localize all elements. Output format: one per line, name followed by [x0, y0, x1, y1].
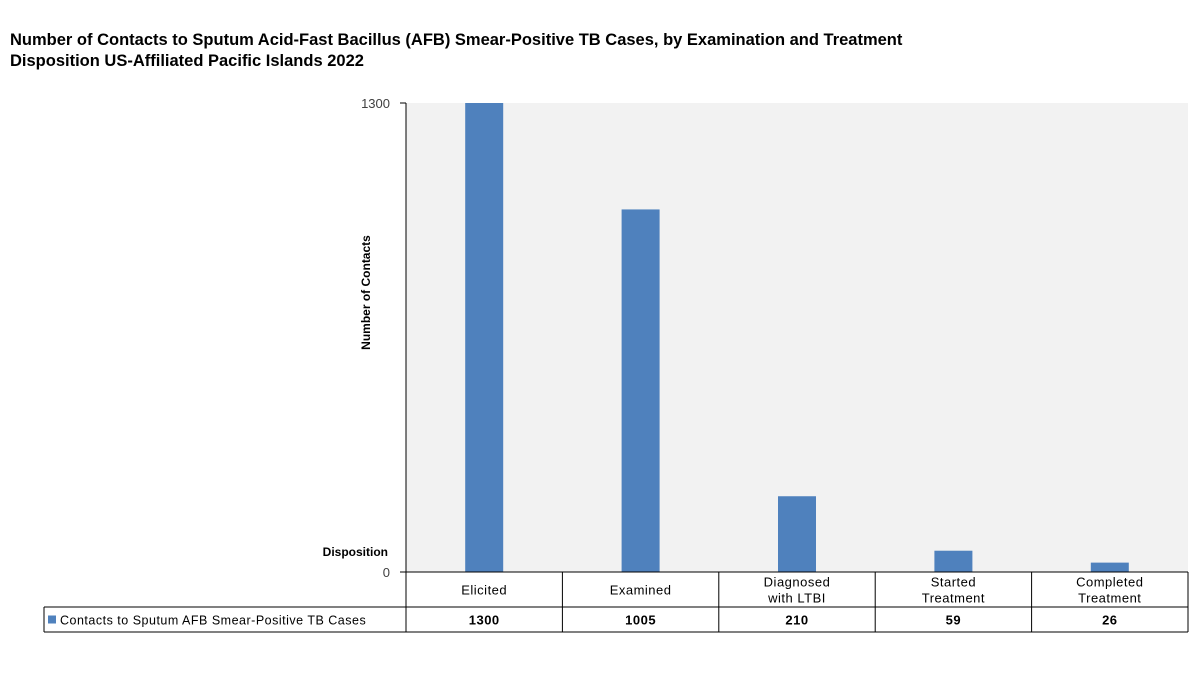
- category-label-2-line-1: with LTBI: [767, 591, 826, 606]
- category-label-2-line-0: Diagnosed: [764, 575, 831, 590]
- category-label-1-line-0: Examined: [610, 583, 672, 598]
- bar-3: [934, 550, 973, 572]
- value-label-0: 1300: [469, 613, 500, 628]
- bar-0: [465, 103, 504, 572]
- value-label-4: 26: [1102, 613, 1117, 628]
- y-axis-title: Number of Contacts: [359, 235, 373, 350]
- category-label-4-line-1: Treatment: [1078, 591, 1141, 606]
- bar-1: [621, 209, 660, 572]
- legend-label: Contacts to Sputum AFB Smear-Positive TB…: [60, 614, 366, 628]
- category-label-0-line-0: Elicited: [461, 583, 507, 598]
- value-label-3: 59: [946, 613, 961, 628]
- category-label-3-line-1: Treatment: [922, 591, 985, 606]
- plot-area: [406, 103, 1188, 572]
- y-tick-label-min: 0: [383, 565, 390, 580]
- category-label-3-line-0: Started: [931, 575, 976, 590]
- value-label-2: 210: [785, 613, 808, 628]
- y-tick-label-max: 1300: [361, 96, 390, 111]
- chart-title: Number of Contacts to Sputum Acid-Fast B…: [10, 30, 1010, 72]
- value-label-1: 1005: [625, 613, 656, 628]
- bar-4: [1090, 562, 1129, 572]
- chart-title-line-2: Disposition US-Affiliated Pacific Island…: [10, 52, 364, 70]
- legend-swatch: [48, 615, 56, 624]
- category-label-4-line-0: Completed: [1076, 575, 1143, 590]
- bar-2: [778, 496, 816, 572]
- chart-title-line-1: Number of Contacts to Sputum Acid-Fast B…: [10, 31, 903, 49]
- x-axis-title: Disposition: [323, 545, 388, 559]
